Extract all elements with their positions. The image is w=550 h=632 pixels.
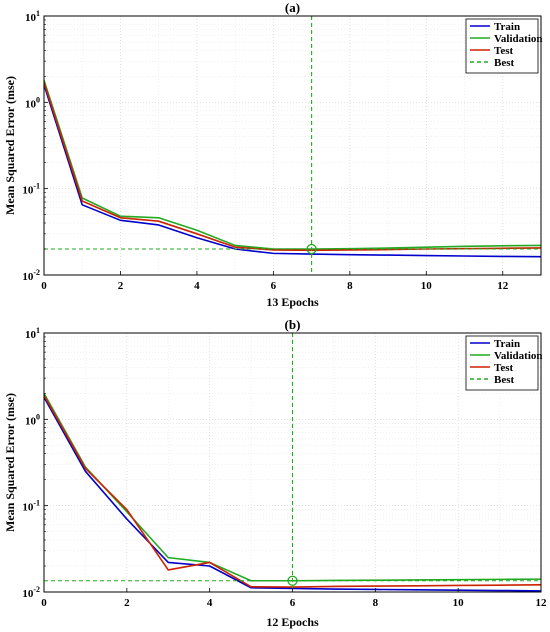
x-tick-label: 4 [207, 597, 213, 609]
x-tick-label: 0 [41, 597, 47, 609]
plot-area [44, 16, 541, 275]
legend-box [465, 335, 539, 391]
axes-box [43, 15, 542, 276]
x-tick-label: 2 [118, 280, 124, 292]
y-tick-label: 10-2 [22, 268, 40, 283]
y-tick-label: 10-1 [22, 182, 40, 197]
y-axis-label: Mean Squared Error (mse) [3, 393, 17, 532]
legend-label-test: Test [494, 45, 513, 57]
best-marker [287, 575, 298, 586]
chart-panel-b: 0 2 4 6 8 10 12 10-2 10-1 100 101 (b) 12 Epochs Mean … [3, 317, 547, 629]
legend-label-best: Best [494, 374, 515, 386]
panel-title: (a) [285, 0, 300, 15]
legend-label-train: Train [494, 21, 520, 33]
chart-panel-a: 0 2 4 6 8 10 12 10-2 10-1 100 101 (a) 13 Epochs Mean … [3, 0, 543, 309]
x-tick-label: 10 [421, 280, 433, 292]
series-line-train [43, 84, 542, 258]
legend-label-best: Best [494, 57, 515, 69]
x-tick-label: 0 [41, 280, 47, 292]
x-tick-label: 4 [194, 280, 200, 292]
y-tick-label: 10-1 [22, 499, 40, 514]
legend-label-train: Train [494, 338, 520, 350]
y-tick-label: 100 [25, 95, 40, 110]
x-tick-label: 6 [271, 280, 277, 292]
y-tick-label: 101 [25, 326, 40, 341]
x-tick-label: 12 [497, 280, 509, 292]
x-tick-label: 2 [124, 597, 130, 609]
legend-box [465, 18, 539, 74]
y-tick-label: 101 [25, 9, 40, 24]
x-tick-label: 8 [373, 597, 379, 609]
x-axis-label: 12 Epochs [266, 615, 319, 629]
legend-label-test: Test [494, 362, 513, 374]
y-tick-label: 100 [25, 412, 40, 427]
legend-label-validation: Validation [494, 350, 543, 362]
x-tick-label: 10 [453, 597, 465, 609]
y-tick-label: 10-2 [22, 585, 40, 600]
grid [43, 332, 542, 593]
panel-title: (b) [285, 317, 301, 332]
y-axis-label: Mean Squared Error (mse) [3, 76, 17, 215]
best-marker [306, 243, 317, 255]
x-tick-label: 8 [347, 280, 353, 292]
x-tick-label: 6 [290, 597, 296, 609]
x-tick-label: 12 [536, 597, 548, 609]
x-axis-label: 13 Epochs [266, 295, 319, 309]
legend-label-validation: Validation [494, 33, 543, 45]
